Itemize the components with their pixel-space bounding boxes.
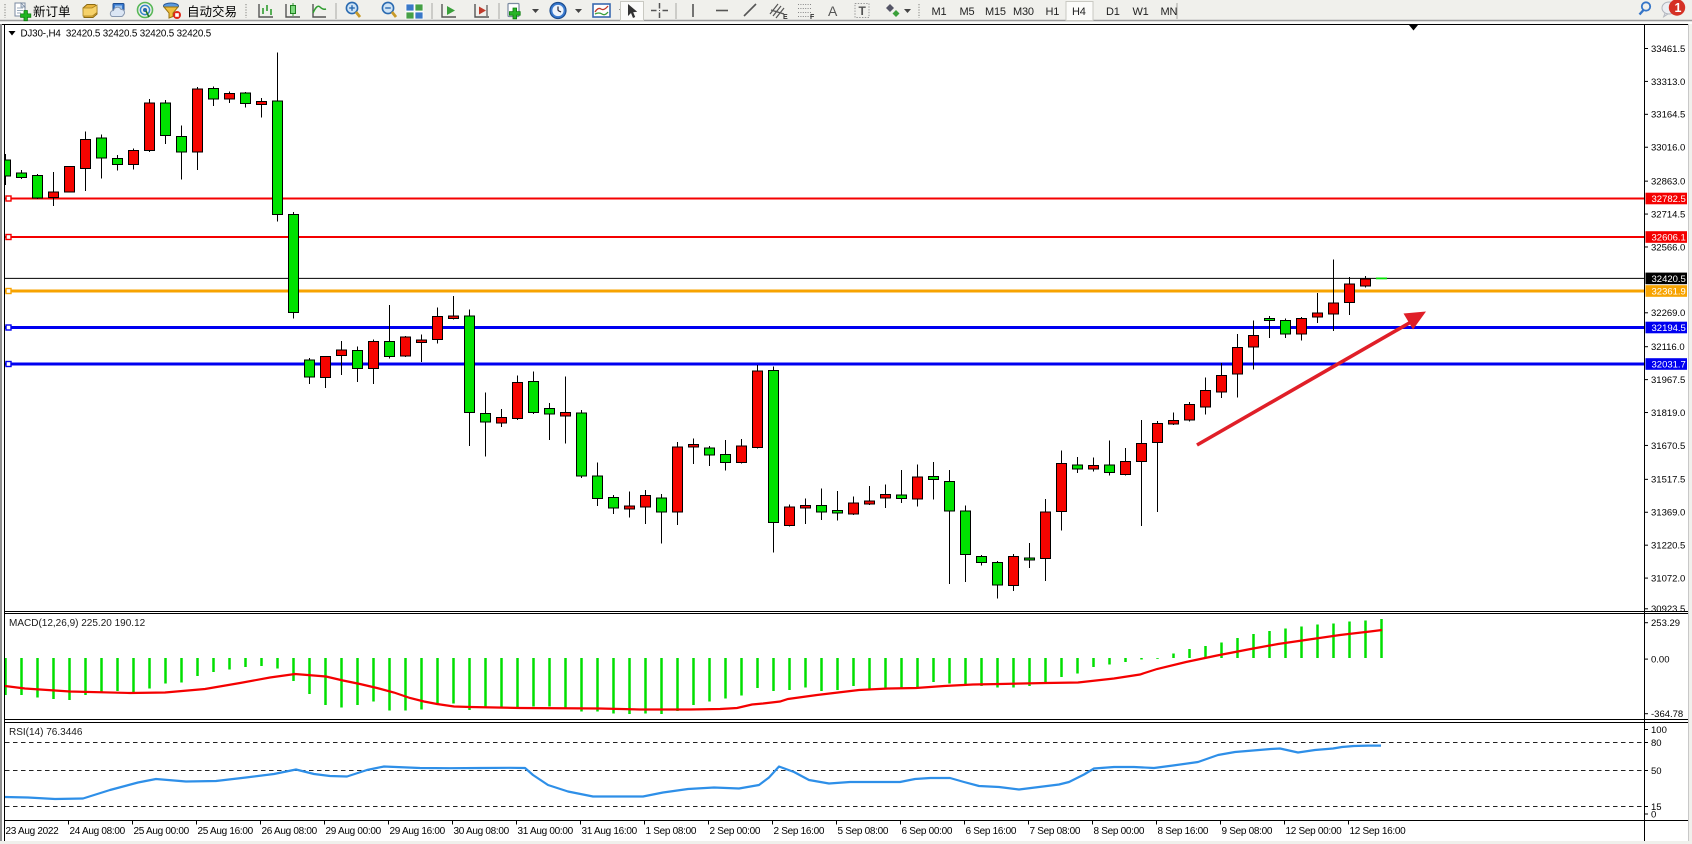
- svg-text:32361.9: 32361.9: [1652, 286, 1686, 297]
- svg-text:24 Aug 08:00: 24 Aug 08:00: [70, 826, 126, 837]
- svg-text:32269.0: 32269.0: [1651, 308, 1685, 319]
- svg-text:自动交易: 自动交易: [187, 4, 237, 19]
- svg-text:31220.5: 31220.5: [1651, 541, 1685, 552]
- svg-text:32566.0: 32566.0: [1651, 242, 1685, 253]
- svg-text:M30: M30: [1013, 6, 1034, 18]
- svg-text:33164.5: 33164.5: [1651, 110, 1685, 121]
- svg-text:MACD(12,26,9) 225.20 190.12: MACD(12,26,9) 225.20 190.12: [9, 618, 146, 629]
- svg-text:32116.0: 32116.0: [1651, 342, 1685, 353]
- svg-text:23 Aug 2022: 23 Aug 2022: [6, 826, 60, 837]
- svg-text:31967.5: 31967.5: [1651, 375, 1685, 386]
- svg-text:F: F: [810, 14, 815, 21]
- svg-text:8 Sep 00:00: 8 Sep 00:00: [1094, 826, 1145, 837]
- svg-text:32420.5: 32420.5: [1652, 274, 1686, 285]
- svg-text:-364.78: -364.78: [1651, 709, 1683, 720]
- svg-text:31670.5: 31670.5: [1651, 441, 1685, 452]
- svg-text:E: E: [783, 14, 788, 21]
- svg-text:M1: M1: [932, 6, 947, 18]
- svg-text:32194.5: 32194.5: [1652, 323, 1686, 334]
- svg-text:31 Aug 00:00: 31 Aug 00:00: [518, 826, 574, 837]
- svg-text:31517.5: 31517.5: [1651, 475, 1685, 486]
- svg-text:33461.5: 33461.5: [1651, 44, 1685, 55]
- svg-text:D1: D1: [1106, 6, 1120, 18]
- svg-text:33313.0: 33313.0: [1651, 77, 1685, 88]
- svg-text:DJ30-,H4 32420.5 32420.5 3242: DJ30-,H4 32420.5 32420.5 32420.5 32420.5: [21, 29, 212, 40]
- svg-text:T: T: [859, 4, 867, 18]
- svg-text:MN: MN: [1161, 6, 1178, 18]
- svg-text:12 Sep 00:00: 12 Sep 00:00: [1286, 826, 1343, 837]
- svg-text:H4: H4: [1072, 6, 1086, 18]
- svg-text:25 Aug 16:00: 25 Aug 16:00: [198, 826, 254, 837]
- svg-text:W1: W1: [1133, 6, 1149, 18]
- svg-text:8 Sep 16:00: 8 Sep 16:00: [1158, 826, 1209, 837]
- svg-text:30 Aug 08:00: 30 Aug 08:00: [454, 826, 510, 837]
- svg-text:0: 0: [1651, 809, 1656, 820]
- svg-text:0.00: 0.00: [1651, 655, 1670, 666]
- svg-text:RSI(14) 76.3446: RSI(14) 76.3446: [9, 727, 83, 738]
- svg-text:31072.0: 31072.0: [1651, 573, 1685, 584]
- svg-text:26 Aug 08:00: 26 Aug 08:00: [262, 826, 318, 837]
- svg-text:29 Aug 16:00: 29 Aug 16:00: [390, 826, 446, 837]
- svg-text:80: 80: [1651, 738, 1662, 749]
- svg-text:M15: M15: [985, 6, 1006, 18]
- svg-text:1: 1: [1675, 1, 1682, 15]
- svg-text:15: 15: [1651, 802, 1662, 813]
- svg-text:6 Sep 16:00: 6 Sep 16:00: [966, 826, 1017, 837]
- svg-text:1 Sep 08:00: 1 Sep 08:00: [646, 826, 697, 837]
- svg-text:5 Sep 08:00: 5 Sep 08:00: [838, 826, 889, 837]
- svg-text:100: 100: [1651, 725, 1667, 736]
- svg-text:33016.0: 33016.0: [1651, 143, 1685, 154]
- svg-text:253.29: 253.29: [1651, 618, 1680, 629]
- svg-text:25 Aug 00:00: 25 Aug 00:00: [134, 826, 190, 837]
- svg-text:31369.0: 31369.0: [1651, 508, 1685, 519]
- svg-text:新订单: 新订单: [33, 4, 71, 19]
- svg-text:32714.5: 32714.5: [1651, 209, 1685, 220]
- svg-text:32782.5: 32782.5: [1652, 194, 1686, 205]
- svg-text:32031.7: 32031.7: [1652, 359, 1686, 370]
- svg-text:30923.5: 30923.5: [1651, 604, 1685, 615]
- svg-text:32606.1: 32606.1: [1652, 232, 1686, 243]
- svg-text:2 Sep 16:00: 2 Sep 16:00: [774, 826, 825, 837]
- svg-text:9 Sep 08:00: 9 Sep 08:00: [1222, 826, 1273, 837]
- svg-text:31 Aug 16:00: 31 Aug 16:00: [582, 826, 638, 837]
- svg-text:32863.0: 32863.0: [1651, 177, 1685, 188]
- svg-text:A: A: [828, 3, 838, 19]
- svg-text:2 Sep 00:00: 2 Sep 00:00: [710, 826, 761, 837]
- svg-text:12 Sep 16:00: 12 Sep 16:00: [1350, 826, 1407, 837]
- svg-text:31819.0: 31819.0: [1651, 408, 1685, 419]
- svg-text:50: 50: [1651, 766, 1662, 777]
- svg-text:M5: M5: [960, 6, 975, 18]
- svg-text:6 Sep 00:00: 6 Sep 00:00: [902, 826, 953, 837]
- svg-text:H1: H1: [1046, 6, 1060, 18]
- svg-text:29 Aug 00:00: 29 Aug 00:00: [326, 826, 382, 837]
- svg-text:7 Sep 08:00: 7 Sep 08:00: [1030, 826, 1081, 837]
